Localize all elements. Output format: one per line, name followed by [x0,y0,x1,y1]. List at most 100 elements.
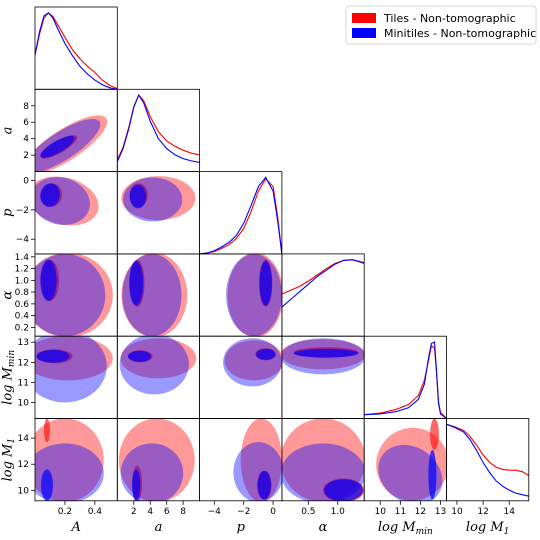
x-tick-label: 0.5 [301,507,315,517]
y-axis-label-logMmin: log Mmin [1,350,17,405]
contour-blue-68-p-logM1 [257,470,271,500]
x-axis-label-subscript: 1 [504,527,510,537]
contour-blue-95-p-alpha [226,254,282,337]
marginal-logM1 [446,423,529,497]
contour-blue-95-a-logM1 [120,443,184,501]
y-tick-label: 13 [18,338,29,348]
legend-swatch [352,13,376,23]
x-tick-label: 8 [180,507,186,517]
x-axis-label-logMmin: log Mmin [378,520,433,537]
contour-blue-68-p-logMmin [256,348,276,360]
y-tick-label: 4 [23,135,29,145]
x-tick-label: 10 [451,507,463,517]
joint-logMmin-logM1 [376,418,447,501]
marginal-line-red-A [35,12,118,90]
contour-blue-68-A-alpha [40,259,57,301]
joint-A-alpha [35,253,113,337]
contour-red-95-p-logM1 [240,418,282,501]
marginal-line-red-p [199,178,282,254]
contour-blue-68-a-alpha [129,261,144,306]
marginal-line-blue-logM1 [446,423,529,497]
y-tick-label: 11 [18,378,29,388]
marginal-line-red-logM1 [446,423,529,476]
x-axis-label-subscript: min [416,527,433,537]
contour-red-68-logMmin-logM1 [430,418,439,450]
contour-red-95-A-logMmin [35,336,113,381]
marginal-line-red-a [117,94,200,161]
contour-red-68-A-logM1 [44,418,50,443]
x-axis-label-A: A [70,520,80,535]
x-tick-label: 2 [131,507,137,517]
marginal-A [35,12,118,90]
y-tick-label: 0 [23,176,29,186]
legend-swatch [352,28,376,38]
contour-blue-95-A-logM1 [35,443,104,501]
contour-blue-68-a-logM1 [132,469,141,501]
joint-a-alpha [121,253,188,337]
x-tick-label: 0.2 [58,507,72,517]
contour-blue-68-p-alpha [259,261,272,306]
panel-frame [281,253,365,337]
panel-frame [34,6,118,90]
contour-blue-68-logMmin-logM1 [428,449,437,500]
joint-A-logM1 [35,418,104,501]
marginal-line-blue-A [35,12,118,90]
x-tick-label: 10 [375,507,387,517]
y-axis-label-a: a [1,127,16,135]
y-tick-label: −2 [16,206,29,216]
marginal-line-red-alpha [281,259,365,295]
x-tick-label: 12 [477,507,488,517]
y-tick-label: 12 [18,460,29,470]
joint-a-p [121,176,196,222]
y-axis-label-alpha: α [1,290,16,299]
contour-red-95-a-logMmin [120,338,197,379]
legend-label: Tiles - Non-tomographic [383,12,516,25]
contour-blue-68-A-p [40,183,60,207]
contour-blue-95-p-logMmin [223,338,282,387]
marginal-alpha [281,259,365,308]
y-tick-label: 1.2 [15,265,29,275]
y-tick-label: 0.6 [15,300,30,310]
marginal-logMmin [364,341,447,419]
contour-blue-95-a-logMmin [119,336,189,395]
legend-label: Minitiles - Non-tomographic [384,27,536,40]
x-tick-label: 0.4 [88,507,103,517]
joint-A-logMmin [35,336,113,403]
joint-p-logM1 [233,418,282,501]
x-tick-label: 11 [395,507,406,517]
contour-blue-95-p-logM1 [233,442,282,501]
marginal-line-blue-p [199,176,282,254]
x-tick-label: 6 [164,507,170,517]
y-tick-label: 1.0 [15,276,30,286]
x-axis-label-logM1: log M1 [466,520,509,537]
x-axis-label-a: a [155,520,163,535]
y-axis-label-logM1: log M1 [1,438,17,481]
y-tick-label: 0.4 [15,312,30,322]
contour-blue-68-A-logMmin [36,349,70,363]
y-tick-label: 0.8 [15,288,30,298]
x-tick-label: 0 [270,507,276,517]
x-tick-label: −2 [237,507,250,517]
joint-alpha-logMmin [281,338,365,375]
x-axis-label-alpha: α [319,520,328,535]
marginal-line-red-logMmin [364,344,447,419]
panels-layer [34,6,530,502]
contour-blue-68-a-logMmin [128,350,151,362]
y-axis-label-p: p [1,208,16,217]
x-tick-label: 1.0 [331,507,346,517]
joint-A-a [35,115,108,172]
marginal-a [117,93,200,163]
y-tick-label: −4 [16,235,30,245]
joint-p-logMmin [223,338,282,387]
x-tick-label: −4 [208,507,222,517]
y-tick-label: 2 [23,151,29,161]
y-tick-label: 8 [23,102,29,112]
legend-box [345,5,537,45]
y-tick-label: 0.2 [15,323,29,333]
joint-a-logM1 [118,418,195,501]
x-tick-label: 4 [147,507,153,517]
contour-blue-95-A-logMmin [35,336,107,403]
y-axis-label-subscript: min [7,350,17,367]
